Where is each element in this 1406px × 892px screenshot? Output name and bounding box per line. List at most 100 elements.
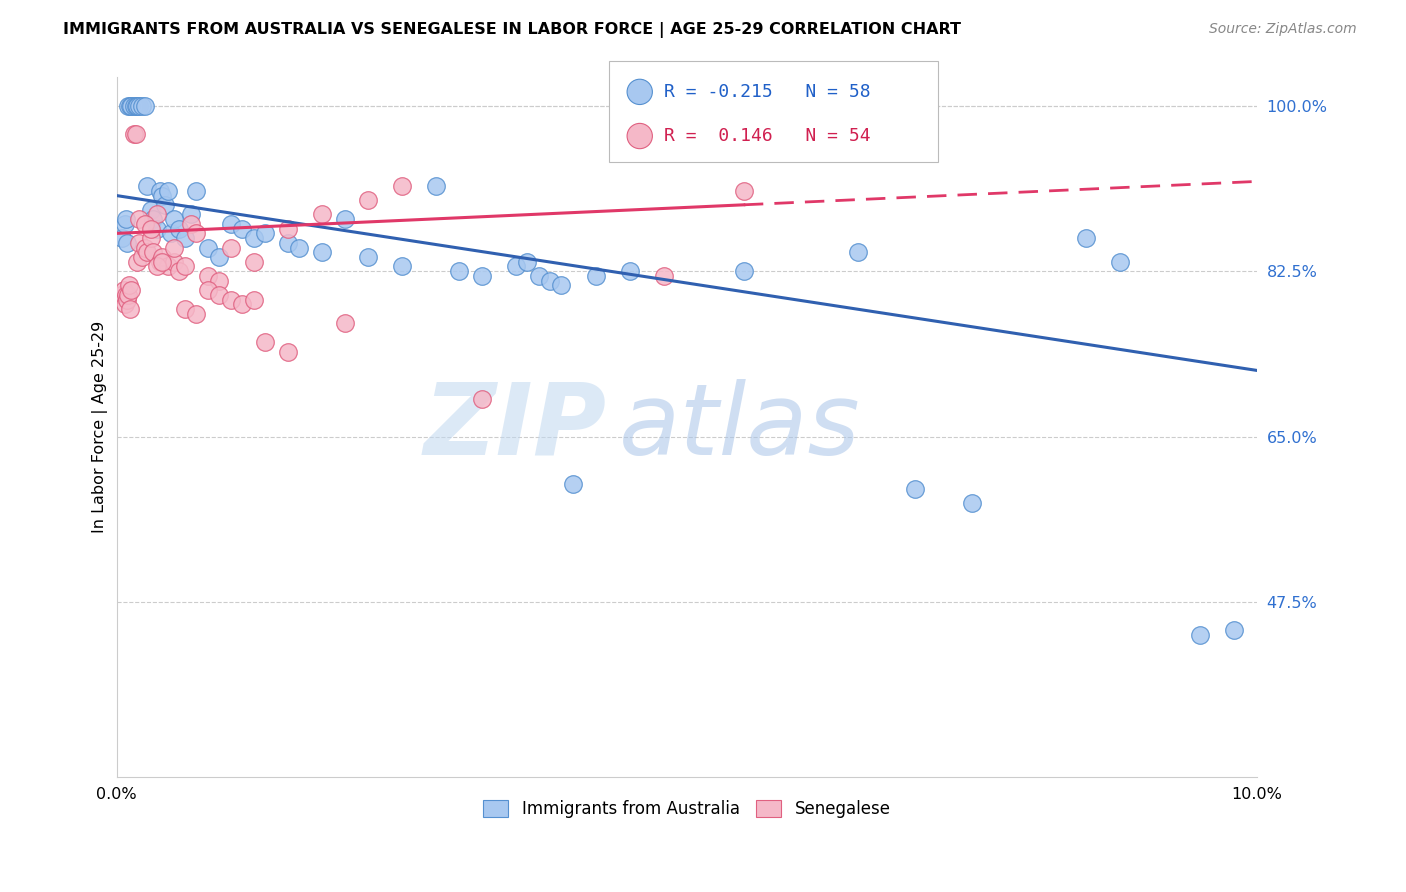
Point: [115, 293, 138, 307]
Point: [110, 288, 132, 302]
Y-axis label: In Labor Force | Age 25-29: In Labor Force | Age 25-29: [93, 321, 108, 533]
Point: [356, 194, 378, 208]
Point: [121, 99, 143, 113]
Point: [253, 227, 276, 241]
Point: [652, 268, 675, 283]
Point: [156, 260, 179, 274]
Point: [114, 217, 136, 231]
Point: [208, 250, 231, 264]
Point: [145, 260, 167, 274]
Point: [333, 212, 356, 227]
Point: [114, 212, 136, 227]
Point: [128, 99, 150, 113]
Point: [1223, 624, 1246, 638]
Point: [619, 264, 641, 278]
Point: [163, 241, 186, 255]
Point: [128, 235, 150, 250]
Point: [131, 99, 153, 113]
Point: [118, 278, 141, 293]
Point: [186, 227, 208, 241]
Point: [391, 260, 413, 274]
Point: [242, 231, 264, 245]
Point: [186, 307, 208, 321]
Point: [242, 254, 264, 268]
Point: [160, 227, 183, 241]
Point: [169, 264, 191, 278]
Point: [115, 235, 138, 250]
Point: [960, 496, 983, 510]
Point: [127, 99, 149, 113]
Point: [122, 127, 145, 141]
Point: [142, 245, 165, 260]
Point: [311, 245, 333, 260]
Point: [242, 293, 264, 307]
Point: [1188, 628, 1211, 642]
Point: [447, 264, 470, 278]
Point: [134, 217, 156, 231]
Point: [180, 207, 202, 221]
Text: IMMIGRANTS FROM AUSTRALIA VS SENEGALESE IN LABOR FORCE | AGE 25-29 CORRELATION C: IMMIGRANTS FROM AUSTRALIA VS SENEGALESE …: [63, 22, 962, 38]
Point: [114, 288, 136, 302]
Point: [142, 212, 165, 227]
Point: [231, 297, 253, 311]
Point: [904, 482, 927, 496]
Point: [208, 288, 231, 302]
Point: [125, 99, 148, 113]
Point: [111, 231, 134, 245]
Text: Source: ZipAtlas.com: Source: ZipAtlas.com: [1209, 22, 1357, 37]
Point: [139, 221, 162, 235]
Point: [197, 268, 219, 283]
Point: [391, 179, 413, 194]
Point: [356, 250, 378, 264]
Point: [139, 231, 162, 245]
Point: [733, 264, 755, 278]
Point: [288, 241, 311, 255]
Point: [128, 212, 150, 227]
Point: [208, 274, 231, 288]
Text: R =  0.146   N = 54: R = 0.146 N = 54: [664, 127, 870, 145]
Point: [117, 99, 139, 113]
Point: [277, 344, 299, 359]
Point: [516, 254, 538, 268]
Point: [122, 99, 145, 113]
Point: [121, 283, 143, 297]
Point: [134, 241, 156, 255]
Point: [180, 217, 202, 231]
Text: R = -0.215   N = 58: R = -0.215 N = 58: [664, 83, 870, 101]
Point: [134, 99, 156, 113]
Point: [505, 260, 527, 274]
Point: [1109, 254, 1132, 268]
Point: [425, 179, 447, 194]
Point: [1074, 231, 1097, 245]
Point: [219, 293, 242, 307]
Point: [471, 268, 494, 283]
Point: [219, 217, 242, 231]
Point: [150, 254, 173, 268]
Point: [174, 301, 197, 316]
Point: [149, 254, 172, 268]
Point: [527, 268, 550, 283]
Point: [163, 254, 186, 268]
Point: [733, 184, 755, 198]
Point: [253, 335, 276, 350]
Point: [114, 297, 136, 311]
Point: [311, 207, 333, 221]
Point: [231, 221, 253, 235]
Point: [131, 250, 153, 264]
Point: [561, 476, 583, 491]
Point: [169, 221, 191, 235]
Point: [219, 241, 242, 255]
Point: [585, 268, 607, 283]
Point: [538, 274, 561, 288]
Point: [174, 231, 197, 245]
Point: [136, 179, 159, 194]
Point: [136, 245, 159, 260]
Point: [149, 184, 172, 198]
Point: [174, 260, 197, 274]
Point: [277, 221, 299, 235]
Point: [277, 235, 299, 250]
Point: [186, 184, 208, 198]
Point: [120, 301, 142, 316]
Point: [145, 207, 167, 221]
Point: [156, 184, 179, 198]
